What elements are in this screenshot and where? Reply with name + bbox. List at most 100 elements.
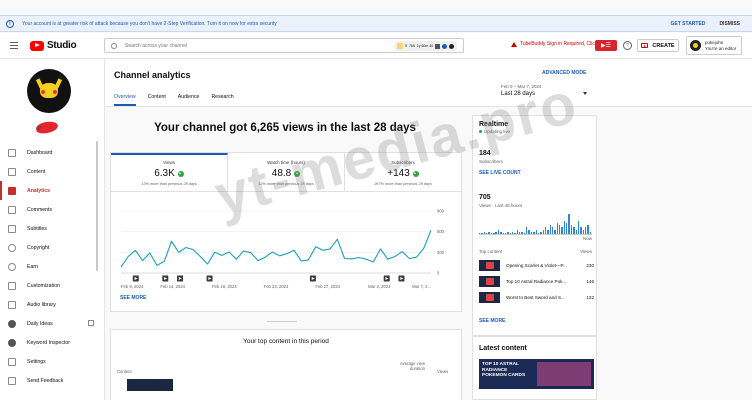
date-range-picker[interactable]: Feb 9 – Mar 7, 2024 Last 28 days <box>501 84 587 97</box>
realtime-bar <box>573 227 575 234</box>
extension-sub: 1y 60m 40 <box>416 44 434 48</box>
content-column-header: Content <box>117 369 132 374</box>
account-switcher[interactable]: pokejohn You're an editor <box>686 36 742 55</box>
top-content-card: Your top content in this period Content … <box>110 329 462 400</box>
sidebar-item-subtitles[interactable]: Subtitles <box>0 219 104 238</box>
realtime-title: Realtime <box>479 121 509 128</box>
sidebar-item-keyword-inspector[interactable]: Keyword Inspector <box>0 333 104 352</box>
realtime-content-row[interactable]: Opening Scarlet & Violet—P... 230 <box>479 259 594 271</box>
sidebar-item-audio-library[interactable]: Audio library <box>0 295 104 314</box>
sidebar-item-comments[interactable]: Comments <box>0 200 104 219</box>
tab-research[interactable]: Research <box>211 94 234 100</box>
x-tick-label: Feb 23, 2024 <box>264 284 289 289</box>
top-content-thumbnail[interactable] <box>127 379 173 391</box>
sidebar-item-label: Earn <box>27 263 38 270</box>
tubebuddy-warning-text: TubeBuddy Sign in Required, Click Here <box>520 41 610 47</box>
metric-value: +143 <box>387 168 410 179</box>
extension-widget[interactable]: 5 765 1y 60m 40 <box>395 41 457 51</box>
realtime-bar <box>540 231 542 234</box>
see-more-button[interactable]: SEE MORE <box>120 295 147 301</box>
trend-up-icon <box>294 170 301 177</box>
realtime-bar <box>521 231 523 234</box>
realtime-content-row[interactable]: Top 10 Astral Radiance Pok... 146 <box>479 275 594 287</box>
extension-dark-dot-icon <box>449 43 455 49</box>
video-views: 230 <box>586 262 594 268</box>
tab-content[interactable]: Content <box>147 94 166 100</box>
see-live-count-button[interactable]: SEE LIVE COUNT <box>479 170 521 176</box>
create-button[interactable]: CREATE <box>637 39 679 52</box>
sidebar-item-analytics[interactable]: Analytics <box>0 181 104 200</box>
sidebar-item-content[interactable]: Content <box>0 162 104 181</box>
realtime-see-more-button[interactable]: SEE MORE <box>479 318 506 324</box>
channel-avatar[interactable] <box>27 69 71 113</box>
sidebar-item-send-feedback[interactable]: Send Feedback <box>0 371 104 390</box>
extension-value-1: 5 <box>405 44 407 48</box>
realtime-bar <box>495 231 497 234</box>
metric-label: Views <box>163 160 175 165</box>
metric-tile-subscribers[interactable]: Subscribers +143 267% more than previous 2… <box>345 153 461 191</box>
sidebar-item-label: Analytics <box>27 187 51 194</box>
realtime-bar <box>570 225 573 234</box>
sidebar-item-label: Content <box>27 168 46 175</box>
views-column-header: Views <box>437 369 449 374</box>
search-bar[interactable]: 5 765 1y 60m 40 <box>104 38 464 53</box>
comments-icon <box>8 205 16 214</box>
sidebar-item-label: Keyword Inspector <box>27 339 70 346</box>
views-headline: Your channel got 6,265 views in the last… <box>154 122 416 134</box>
realtime-bar <box>554 229 556 234</box>
sidebar-scrollbar[interactable] <box>96 141 98 271</box>
sidebar-item-customization[interactable]: Customization <box>0 276 104 295</box>
tab-audience[interactable]: Audience <box>177 94 200 100</box>
tubebuddy-menu-button[interactable]: ▶☰ <box>595 40 617 51</box>
advanced-mode-button[interactable]: ADVANCED MODE <box>542 70 587 76</box>
realtime-bar <box>500 231 502 234</box>
realtime-bar <box>502 233 504 234</box>
realtime-chart-baseline <box>479 234 592 235</box>
realtime-bar <box>481 233 483 234</box>
help-icon[interactable]: ? <box>623 41 632 50</box>
tab-overview[interactable]: Overview <box>114 94 136 106</box>
daily-ideas-icon <box>8 319 16 328</box>
video-camera-icon <box>641 43 649 48</box>
sidebar-item-daily-ideas[interactable]: Daily Ideas <box>0 314 104 333</box>
realtime-bar <box>486 233 488 234</box>
latest-content-thumbnail[interactable]: TOP 10 ASTRAL RADIANCE POKEMON CARDS <box>479 359 594 389</box>
audio-library-icon <box>8 300 16 309</box>
studio-logo[interactable]: Studio <box>30 40 77 51</box>
realtime-status: Updating live <box>479 129 510 134</box>
realtime-status-text: Updating live <box>484 129 511 134</box>
realtime-bar <box>537 233 540 234</box>
realtime-bar <box>580 227 582 234</box>
sidebar-item-dashboard[interactable]: Dashboard <box>0 143 104 162</box>
menu-icon[interactable] <box>10 42 18 49</box>
subtitles-icon <box>8 224 16 233</box>
realtime-bar <box>582 229 584 234</box>
sidebar-item-earn[interactable]: Earn <box>0 257 104 276</box>
x-tick-label: Feb 27, 2024 <box>315 284 340 289</box>
realtime-bar <box>584 227 587 234</box>
subscriber-label: Subscribers <box>479 159 503 164</box>
extension-square-icon <box>435 43 441 49</box>
search-input[interactable] <box>125 42 365 49</box>
metric-tile-watch[interactable]: Watch time (hours) 48.8 12% more than prev… <box>228 153 345 191</box>
get-started-button[interactable]: GET STARTED <box>670 20 706 27</box>
analytics-tabs: Overview Content Audience Research <box>114 94 234 106</box>
tubebuddy-warning[interactable]: TubeBuddy Sign in Required, Click Here <box>511 41 610 47</box>
main-content: Channel analytics Overview Content Audienc… <box>105 59 752 400</box>
realtime-content-row[interactable]: Worst to Best Sword and S... 132 <box>479 291 594 303</box>
top-content-label: Top content <box>479 249 503 254</box>
realtime-bar <box>547 229 549 234</box>
sidebar-item-copyright[interactable]: Copyright <box>0 238 104 257</box>
realtime-bar <box>504 233 507 234</box>
realtime-bar <box>587 225 589 234</box>
sidebar-nav: Dashboard Content Analytics Comments Subtitl… <box>0 143 104 390</box>
views-line-chart: 0 300 600 900 Feb 9, 2024 Feb 14, 2024 Feb 18,… <box>120 209 445 289</box>
dismiss-button[interactable]: DISMISS <box>719 20 740 27</box>
page-title: Channel analytics <box>114 70 191 80</box>
trend-up-icon <box>412 170 419 177</box>
metric-tile-views[interactable]: Views 6.3K 13% more than previous 28 days <box>111 153 228 191</box>
metric-label: Watch time (hours) <box>267 160 305 165</box>
realtime-bar <box>566 222 568 234</box>
sidebar-item-settings[interactable]: Settings <box>0 352 104 371</box>
realtime-bar <box>530 231 533 234</box>
